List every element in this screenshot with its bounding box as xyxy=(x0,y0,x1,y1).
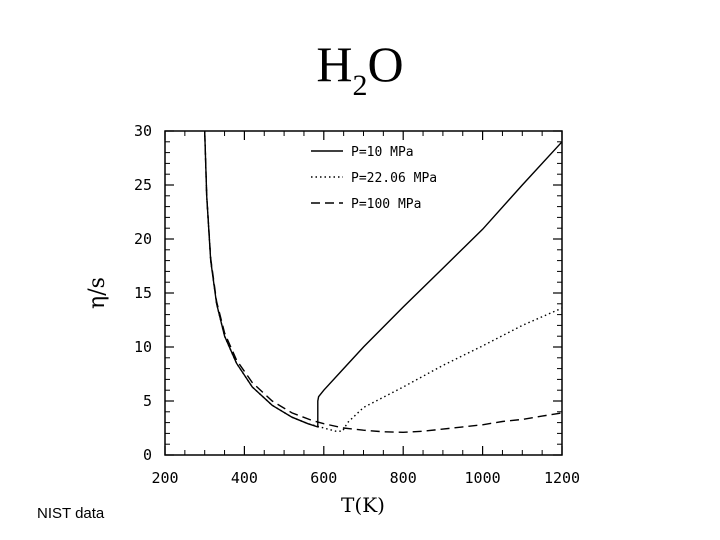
title-end: O xyxy=(367,36,404,92)
tick-labels-layer: 200 400 600 800 1000 1200 0 5 10 15 20 25 30 xyxy=(134,122,580,487)
y-tick-label: 30 xyxy=(134,122,152,140)
series-line-3 xyxy=(204,130,563,434)
legend: P=10 MPa P=22.06 MPa P=100 MPa xyxy=(311,145,437,212)
y-tick-label: 5 xyxy=(143,392,152,410)
x-tick-label: 400 xyxy=(231,469,258,487)
legend-label-1: P=10 MPa xyxy=(351,145,414,160)
slide-title: H2O xyxy=(0,34,720,102)
title-main: H xyxy=(316,36,353,92)
source-note: NIST data xyxy=(37,505,105,522)
x-tick-label: 800 xyxy=(390,469,417,487)
y-tick-label: 10 xyxy=(134,338,152,356)
series-line-2 xyxy=(204,130,563,432)
y-tick-label: 20 xyxy=(134,230,152,248)
legend-label-3: P=100 MPa xyxy=(351,197,421,212)
x-axis-label: T(K) xyxy=(341,493,385,517)
series-layer xyxy=(204,130,563,434)
y-tick-label: 25 xyxy=(134,176,152,194)
title-subscript: 2 xyxy=(352,69,368,102)
y-tick-label: 0 xyxy=(143,446,152,464)
legend-label-2: P=22.06 MPa xyxy=(351,171,437,186)
x-tick-label: 1200 xyxy=(544,469,580,487)
x-tick-label: 200 xyxy=(151,469,178,487)
ticks-layer xyxy=(164,130,563,456)
y-axis-label: η/s xyxy=(85,277,110,309)
x-tick-label: 1000 xyxy=(465,469,501,487)
x-tick-label: 600 xyxy=(310,469,337,487)
y-tick-label: 15 xyxy=(134,284,152,302)
